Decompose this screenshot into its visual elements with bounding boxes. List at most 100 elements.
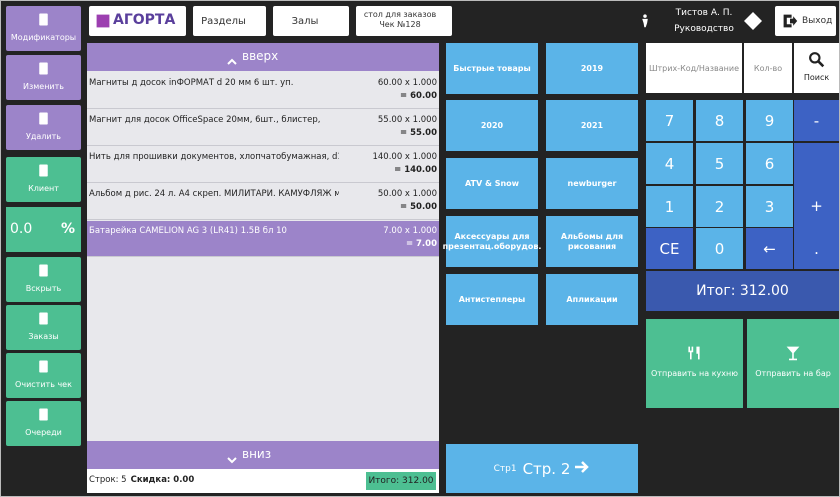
footer-info: Строк: 5 Скидка: 0.00 (89, 475, 194, 485)
exit-label: Выход (802, 16, 833, 26)
barcode-input[interactable]: Штрих-Код/Название (646, 43, 742, 93)
item-name: Магнит для досок OfficeSpace 20мм, 6шт.,… (89, 115, 321, 125)
next-page: Стр. 2 (522, 459, 571, 478)
search-button[interactable]: Поиск (794, 43, 839, 93)
keypad-key[interactable]: - (794, 100, 839, 141)
send-button[interactable]: Отправить на бар (747, 319, 839, 408)
receipt-row[interactable]: Нить для прошивки документов, хлопчатобу… (87, 147, 439, 183)
keypad-key[interactable]: 6 (746, 143, 793, 184)
keypad-key[interactable]: 7 (646, 100, 693, 141)
keypad-key[interactable]: 5 (696, 143, 743, 184)
icon (35, 60, 52, 77)
category-button[interactable]: 2021 (546, 100, 638, 151)
item-total: = 60.00 (400, 91, 437, 101)
button-label: Клиент (28, 184, 59, 193)
logo-text: АГОРТА (113, 12, 176, 28)
rows-count: Строк: 5 (89, 475, 127, 485)
button-label: Заказы (28, 332, 59, 341)
receipt-row[interactable]: Магнит для досок OfficeSpace 20мм, 6шт.,… (87, 110, 439, 146)
button-label: Модификаторы (10, 33, 77, 42)
item-total: = 7.00 (405, 239, 437, 249)
discount-field[interactable]: 0.0% (6, 207, 81, 252)
keypad-key[interactable]: 4 (646, 143, 693, 184)
item-total: = 55.00 (400, 128, 437, 138)
item-name: Альбом д рис. 24 л. А4 скреп. МИЛИТАРИ. … (89, 189, 339, 199)
category-button[interactable]: 2020 (446, 100, 538, 151)
keypad-key[interactable]: ← (746, 228, 793, 269)
keypad-key[interactable]: . (794, 228, 839, 269)
category-button[interactable]: Антистеплеры (446, 274, 538, 325)
icon (686, 345, 702, 361)
discount-value: 0.0 (10, 221, 33, 237)
keypad-key[interactable]: 8 (696, 100, 743, 141)
sections-dropdown[interactable]: Разделы (193, 6, 266, 36)
receipt-row[interactable]: Батарейка CAMELION AG 3 (LR41) 1.5В бл 1… (87, 221, 439, 257)
icon (35, 262, 52, 279)
category-button[interactable]: Быстрые товары (446, 43, 538, 94)
icon (35, 310, 52, 327)
scroll-up[interactable]: вверх (87, 43, 439, 71)
icon (638, 11, 652, 31)
keypad-key[interactable]: 0 (696, 228, 743, 269)
category-button[interactable]: 2019 (546, 43, 638, 94)
send-label: Отправить на бар (755, 369, 831, 378)
table-dropdown[interactable]: стол для заказов Чек №128 (356, 6, 452, 36)
category-button[interactable]: Апликации (546, 274, 638, 325)
logo[interactable]: АГОРТА (89, 6, 186, 36)
button-label: Вскрыть (25, 284, 62, 293)
sidebar-button[interactable]: Очереди (6, 401, 81, 446)
item-name: Батарейка CAMELION AG 3 (LR41) 1.5В бл 1… (89, 226, 287, 236)
keypad-key[interactable]: 2 (696, 186, 743, 227)
qty-input[interactable]: Кол-во (744, 43, 792, 93)
sidebar-button[interactable]: Вскрыть (6, 257, 81, 302)
user-name: Тистов А. П. (675, 8, 733, 18)
page-button[interactable]: Стр1 Стр. 2 (446, 444, 638, 493)
sidebar-button[interactable]: Изменить (6, 55, 81, 100)
check-number: Чек №128 (379, 20, 421, 29)
category-button[interactable]: newburger (546, 158, 638, 209)
button-label: Очистить чек (15, 380, 72, 389)
icon (95, 13, 111, 29)
sidebar-button[interactable]: Заказы (6, 305, 81, 350)
icon (35, 11, 52, 28)
keypad-key[interactable]: CE (646, 228, 693, 269)
sidebar-button[interactable]: Очистить чек (6, 353, 81, 398)
item-calc: 55.00 x 1.000 (377, 115, 437, 125)
sidebar-button[interactable]: Клиент (6, 157, 81, 202)
receipt-row[interactable]: Магниты д досок inФОРМАТ d 20 мм 6 шт. у… (87, 73, 439, 109)
receipt-total: Итого: 312.00 (366, 472, 436, 490)
exit-button[interactable]: Выход (775, 6, 836, 36)
button-label: Изменить (23, 82, 64, 91)
table-name: стол для заказов (363, 10, 437, 19)
prev-page: Стр1 (493, 463, 517, 474)
icon (35, 110, 52, 127)
send-button[interactable]: Отправить на кухню (646, 319, 743, 408)
icon (743, 11, 763, 31)
keypad-key[interactable]: 9 (746, 100, 793, 141)
search-label: Поиск (803, 73, 830, 82)
keypad-key[interactable]: 1 (646, 186, 693, 227)
dropdown-label: Залы (291, 15, 319, 27)
icon (785, 345, 801, 361)
category-button[interactable]: Аксессуары для презентац.оборудов. (443, 216, 541, 267)
item-name: Нить для прошивки документов, хлопчатобу… (89, 152, 339, 162)
halls-dropdown[interactable]: Залы (273, 6, 349, 36)
discount-unit: % (60, 221, 75, 237)
scroll-down[interactable]: вниз (87, 441, 439, 469)
item-name: Магниты д досок inФОРМАТ d 20 мм 6 шт. у… (89, 78, 294, 88)
dropdown-label: Разделы (201, 15, 246, 27)
item-calc: 50.00 x 1.000 (377, 189, 437, 199)
item-calc: 60.00 x 1.000 (377, 78, 437, 88)
receipt-row[interactable]: Альбом д рис. 24 л. А4 скреп. МИЛИТАРИ. … (87, 184, 439, 220)
send-label: Отправить на кухню (651, 369, 738, 378)
sidebar-button[interactable]: Удалить (6, 105, 81, 150)
keypad-key[interactable]: 3 (746, 186, 793, 227)
icon (808, 51, 825, 68)
item-calc: 140.00 x 1.000 (372, 152, 437, 162)
user-role: Руководство (674, 24, 734, 34)
category-button[interactable]: ATV & Snow (446, 158, 538, 209)
discount-sum: Скидка: 0.00 (130, 475, 195, 485)
category-button[interactable]: Альбомы для рисования (546, 216, 638, 267)
icon (35, 406, 52, 423)
sidebar-button[interactable]: Модификаторы (6, 6, 81, 51)
